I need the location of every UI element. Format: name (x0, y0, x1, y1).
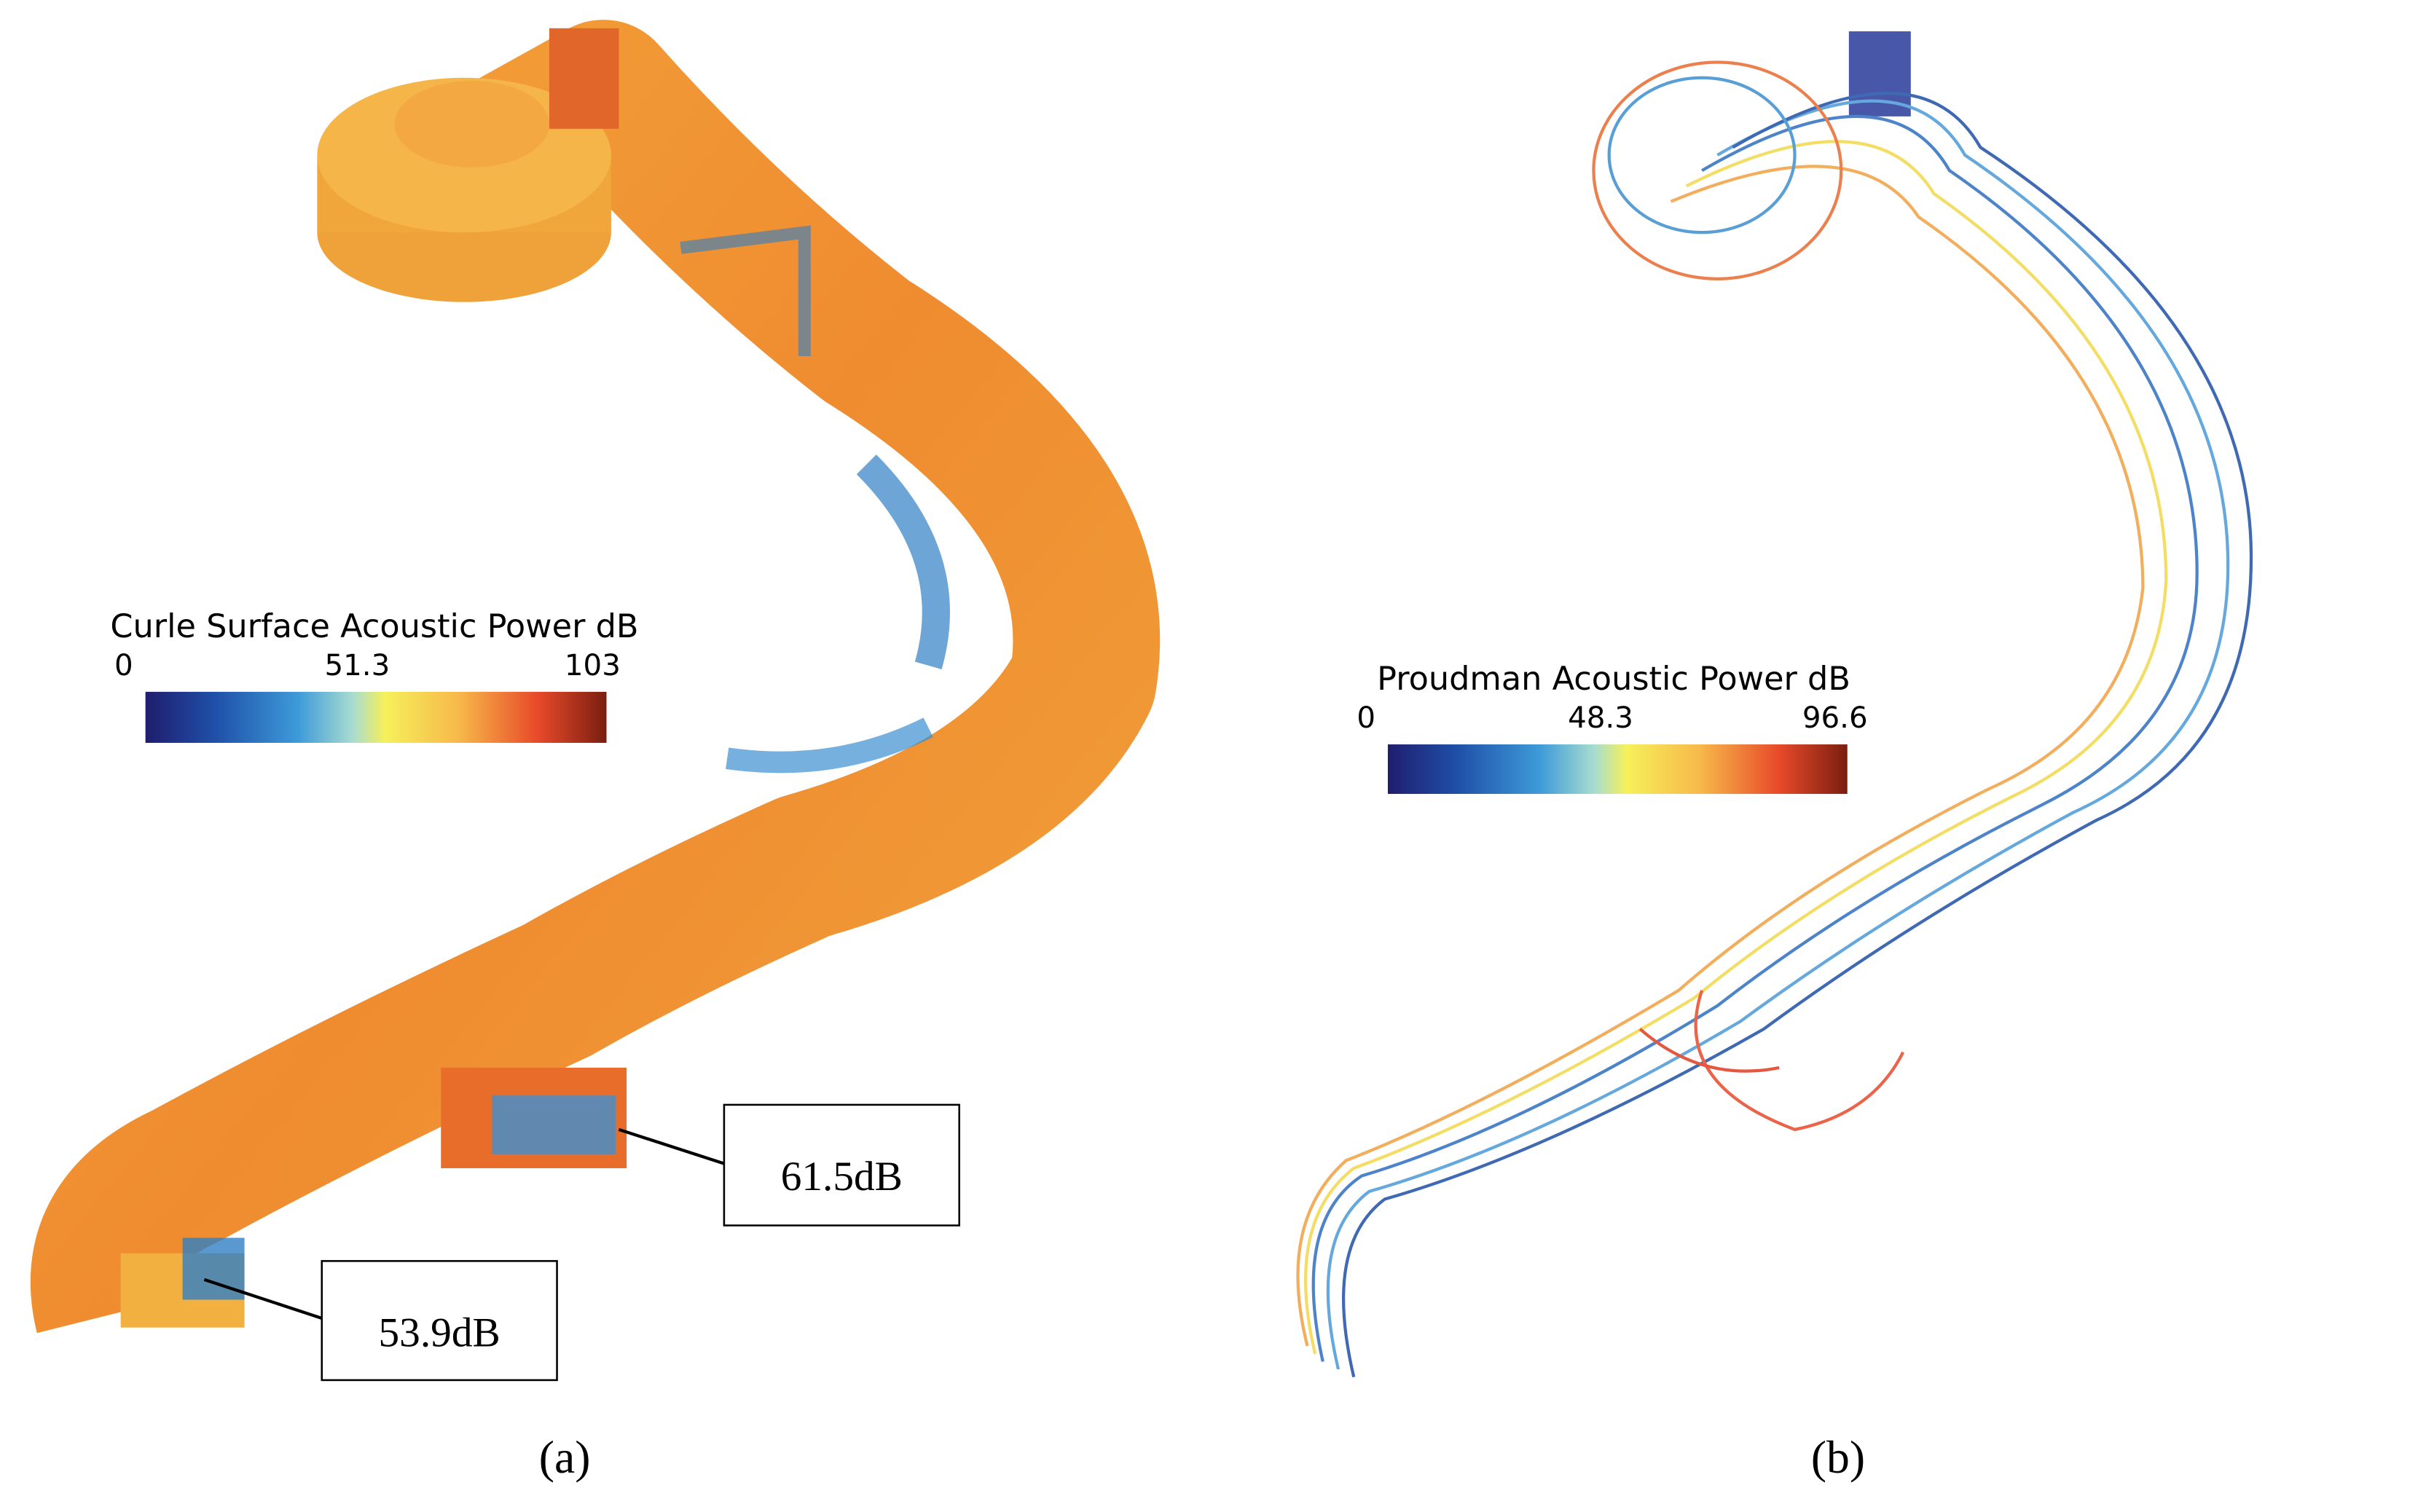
caption: (a) (539, 1431, 591, 1483)
annotation: 53.9dB (379, 1310, 500, 1356)
colorbar (145, 691, 607, 743)
colorbar-tick-label: 51.3 (324, 648, 390, 682)
colorbar-label: Proudman Acoustic Power dB (1377, 660, 1850, 698)
colorbar-tick-label: 0 (114, 648, 133, 682)
caption: (b) (1811, 1431, 1865, 1483)
duct-surface (30, 20, 1161, 1334)
colorbar-tick-label: 103 (565, 648, 621, 682)
annotation-leaders (203, 1103, 960, 1382)
colorbar (1387, 744, 1848, 795)
colorbar-tick-label: 48.3 (1568, 701, 1633, 735)
annotation: 61.5dB (781, 1154, 903, 1200)
streamlines (1296, 31, 2253, 1378)
colorbar-tick-label: 0 (1357, 701, 1375, 735)
colorbar-label: Curle Surface Acoustic Power dB (110, 607, 638, 645)
colorbar-tick-label: 96.6 (1802, 701, 1868, 735)
